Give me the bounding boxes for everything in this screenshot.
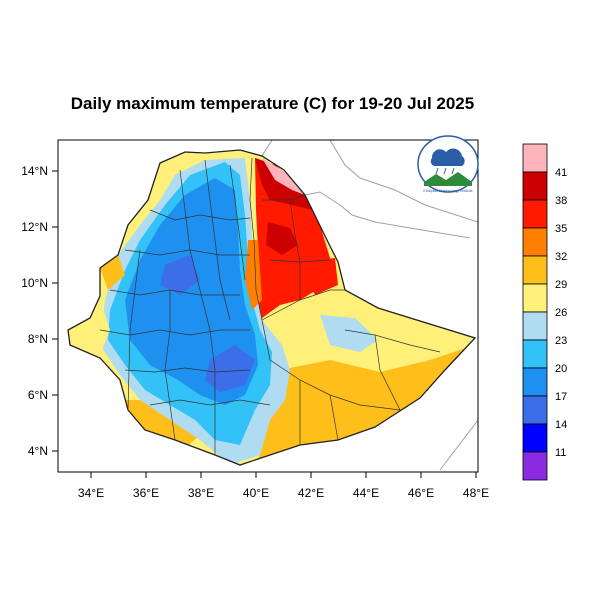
colorbar-label: 17 bbox=[555, 391, 567, 403]
y-tick-label: 14°N bbox=[21, 164, 48, 178]
colorbar-swatch bbox=[522, 451, 548, 481]
x-tick-label: 42°E bbox=[298, 486, 324, 500]
x-tick-label: 44°E bbox=[353, 486, 379, 500]
colorbar-label: 23 bbox=[555, 335, 567, 347]
map-title: Daily maximum temperature (C) for 19-20 … bbox=[70, 94, 475, 113]
colorbar-swatch bbox=[522, 311, 548, 341]
x-tick-label: 46°E bbox=[408, 486, 434, 500]
colorbar-swatch bbox=[522, 423, 548, 453]
cloud-sun-logo bbox=[417, 135, 479, 193]
x-tick-label: 48°E bbox=[463, 486, 489, 500]
x-tick-label: 34°E bbox=[78, 486, 104, 500]
x-tick-label: 36°E bbox=[133, 486, 159, 500]
colorbar-swatch bbox=[522, 283, 548, 313]
country-border bbox=[67, 149, 477, 466]
x-tick-label: 38°E bbox=[188, 486, 214, 500]
colorbar-label: 38 bbox=[555, 195, 567, 207]
colorbar-swatch bbox=[522, 143, 548, 173]
colorbar-swatch bbox=[522, 367, 548, 397]
colorbar-swatch bbox=[522, 227, 548, 257]
y-tick-label: 10°N bbox=[21, 276, 48, 290]
x-tick-label: 40°E bbox=[243, 486, 269, 500]
x-axis bbox=[90, 472, 477, 478]
colorbar: 41 38 35 32 29 26 23 20 17 14 11 bbox=[522, 143, 567, 481]
colorbar-label: 20 bbox=[555, 363, 567, 375]
colorbar-swatch bbox=[522, 255, 548, 285]
y-axis bbox=[52, 170, 58, 452]
admin-boundaries bbox=[99, 157, 441, 455]
map-frame bbox=[57, 139, 479, 473]
colorbar-swatch bbox=[522, 339, 548, 369]
colorbar-label: 35 bbox=[555, 223, 567, 235]
neighbor-borders bbox=[261, 140, 478, 471]
colorbar-label: 32 bbox=[555, 251, 567, 263]
colorbar-swatch bbox=[522, 171, 548, 201]
temperature-field bbox=[68, 150, 475, 465]
y-tick-label: 8°N bbox=[28, 332, 48, 346]
colorbar-swatch bbox=[522, 395, 548, 425]
colorbar-label: 14 bbox=[555, 419, 567, 431]
colorbar-label: 29 bbox=[555, 279, 567, 291]
colorbar-label: 11 bbox=[555, 447, 566, 459]
y-tick-label: 12°N bbox=[21, 220, 48, 234]
colorbar-label: 26 bbox=[555, 307, 567, 319]
y-tick-label: 6°N bbox=[28, 388, 48, 402]
y-tick-label: 4°N bbox=[28, 444, 48, 458]
logo-text: Ethiopian Meteorology Institute bbox=[423, 189, 472, 193]
colorbar-swatch bbox=[522, 199, 548, 229]
colorbar-label: 41 bbox=[555, 167, 567, 179]
